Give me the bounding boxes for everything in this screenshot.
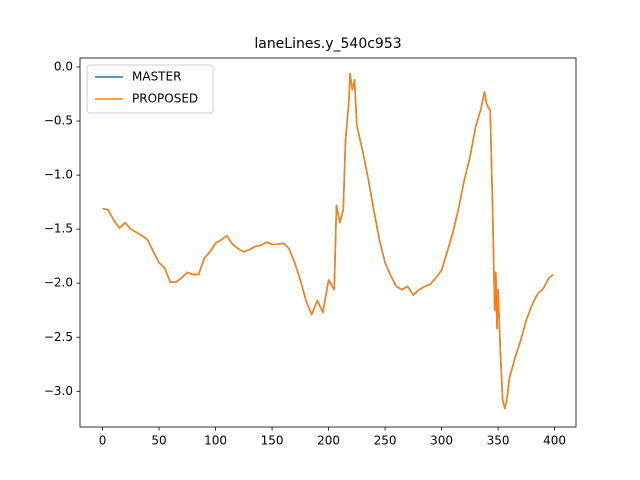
- legend-label: MASTER: [132, 70, 181, 84]
- x-tick-label: 100: [204, 434, 227, 448]
- axes-frame: [79, 57, 577, 428]
- y-tick-label: −3.0: [44, 384, 73, 398]
- y-tick-label: −0.5: [44, 114, 73, 128]
- x-tick-label: 200: [317, 434, 340, 448]
- x-tick-label: 0: [99, 434, 107, 448]
- x-tick-label: 300: [430, 434, 453, 448]
- chart-title: laneLines.y_540c953: [254, 36, 401, 52]
- y-tick-label: −1.0: [44, 168, 73, 182]
- y-tick-label: 0.0: [54, 59, 73, 73]
- legend-label: PROPOSED: [132, 92, 198, 106]
- x-tick-label: 50: [151, 434, 166, 448]
- x-tick-label: 350: [487, 434, 510, 448]
- y-tick-label: −1.5: [44, 222, 73, 236]
- x-tick-label: 250: [374, 434, 397, 448]
- series-line: [102, 72, 554, 410]
- y-tick-label: −2.0: [44, 276, 73, 290]
- y-tick-label: −2.5: [44, 330, 73, 344]
- x-tick-label: 150: [261, 434, 284, 448]
- x-tick-label: 400: [543, 434, 566, 448]
